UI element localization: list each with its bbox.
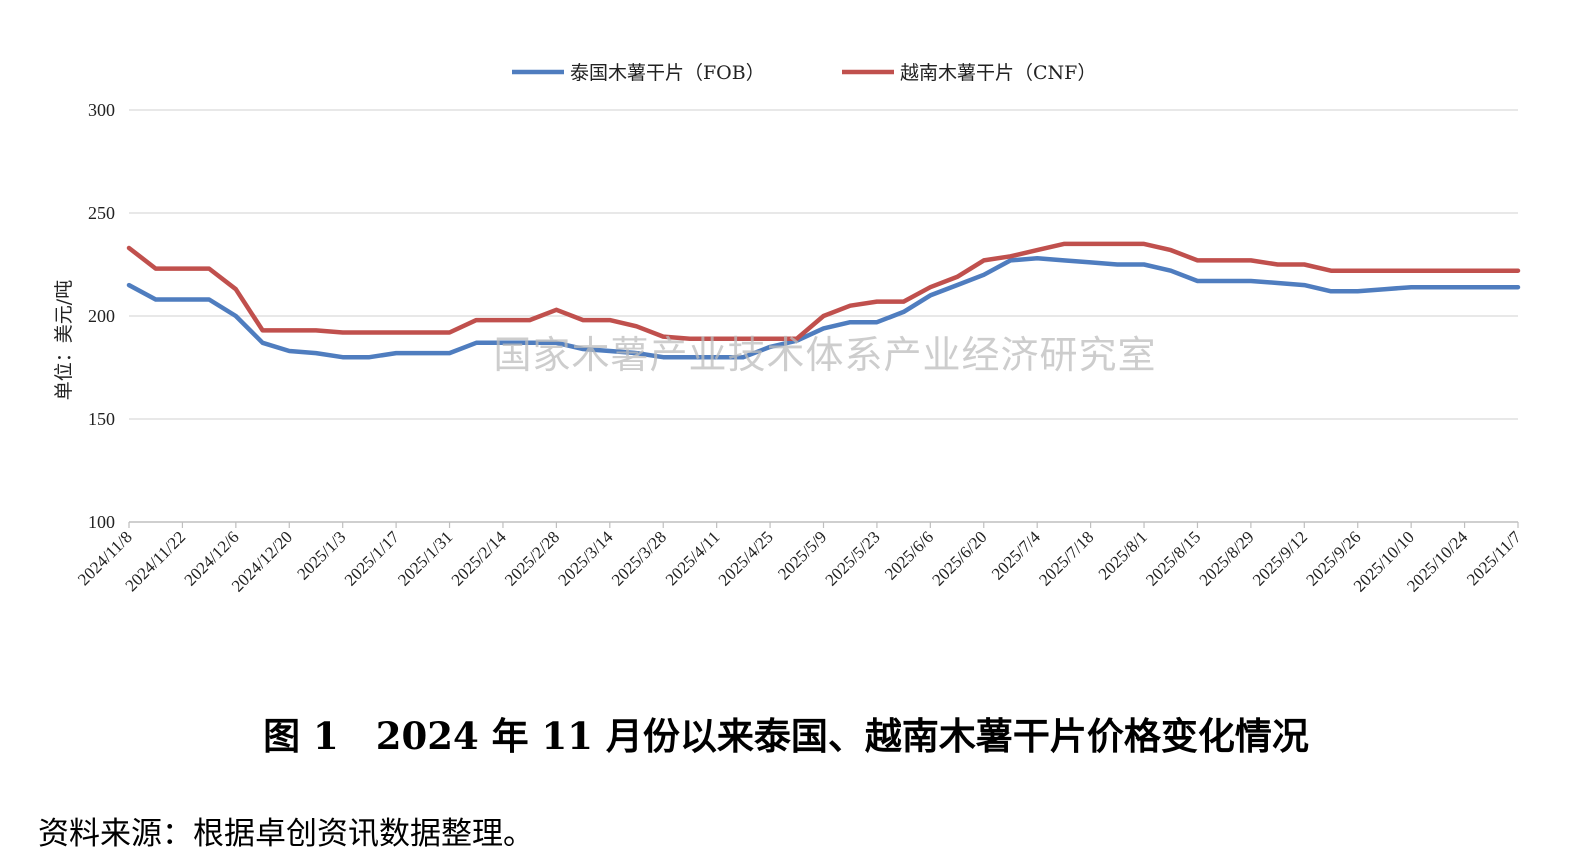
y-axis-label: 单位：美元/吨 [53,280,75,400]
series-lines [126,241,1521,360]
x-tick-label: 2025/1/31 [394,527,456,589]
x-tick-label: 2025/6/20 [928,527,990,589]
y-tick-label: 150 [88,409,115,429]
y-axis-ticks: 100 150 200 250 300 [88,100,115,532]
y-tick-label: 200 [88,306,115,326]
figure-caption: 图 1 2024 年 11 月份以来泰国、越南木薯干片价格变化情况 [263,714,1309,758]
y-tick-label: 300 [88,100,115,120]
legend-label: 泰国木薯干片（FOB） [570,62,765,84]
legend-label: 越南木薯干片（CNF） [900,62,1096,84]
x-axis: 2024/11/82024/11/222024/12/62024/12/2020… [74,522,1525,596]
legend: 泰国木薯干片（FOB） 越南木薯干片（CNF） [512,62,1096,84]
y-tick-label: 250 [88,203,115,223]
x-tick-label: 2025/9/12 [1249,527,1311,589]
x-tick-label: 2025/4/25 [715,527,777,589]
x-tick-label: 2025/2/14 [448,527,511,590]
x-tick-label: 2025/3/14 [554,527,617,590]
x-tick-label: 2025/1/17 [341,527,404,590]
y-tick-label: 100 [88,512,115,532]
watermark: 国家木薯产业技术体系产业经济研究室 [493,333,1156,377]
x-tick-label: 2025/3/28 [608,527,670,589]
x-tick-label: 2025/7/18 [1035,527,1097,589]
x-tick-label: 2025/5/23 [822,527,884,589]
source-note: 资料来源：根据卓创资讯数据整理。 [38,816,534,852]
price-line-chart: 100 150 200 250 300 2024/11/82024/11/222024/… [53,62,1525,596]
x-tick-label: 2025/2/28 [501,527,563,589]
x-tick-label: 2025/8/29 [1196,527,1258,589]
series-line-vietnam [126,241,1521,341]
x-tick-label: 2025/8/15 [1142,527,1204,589]
x-tick-label: 2025/11/7 [1463,527,1525,589]
x-tick-label: 2025/4/11 [662,527,724,589]
series-line-thailand [126,256,1521,360]
